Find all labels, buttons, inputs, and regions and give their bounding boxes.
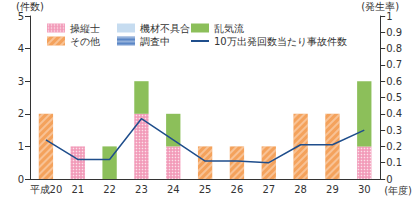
- svg-text:26: 26: [231, 184, 244, 195]
- svg-text:24: 24: [167, 184, 180, 195]
- svg-text:その他: その他: [70, 36, 100, 47]
- svg-text:0.2: 0.2: [386, 141, 402, 152]
- svg-text:0: 0: [18, 174, 24, 185]
- svg-text:0.4: 0.4: [386, 108, 402, 119]
- svg-text:4: 4: [18, 43, 24, 54]
- svg-text:0.7: 0.7: [386, 59, 402, 70]
- svg-text:25: 25: [199, 184, 212, 195]
- svg-text:23: 23: [135, 184, 148, 195]
- svg-text:2: 2: [18, 108, 24, 119]
- svg-text:0.1: 0.1: [386, 157, 402, 168]
- svg-text:(年度): (年度): [384, 185, 412, 196]
- svg-text:28: 28: [294, 184, 307, 195]
- svg-text:0.5: 0.5: [386, 92, 402, 103]
- svg-text:1: 1: [386, 11, 392, 22]
- svg-text:(発生率): (発生率): [361, 1, 399, 12]
- svg-text:21: 21: [71, 184, 84, 195]
- svg-text:調査中: 調査中: [140, 36, 170, 47]
- svg-text:0.8: 0.8: [386, 43, 402, 54]
- svg-text:30: 30: [358, 184, 371, 195]
- svg-text:機材不具合: 機材不具合: [140, 23, 190, 34]
- svg-text:乱気流: 乱気流: [214, 23, 244, 34]
- svg-text:5: 5: [18, 11, 24, 22]
- svg-text:0.9: 0.9: [386, 27, 402, 38]
- svg-text:3: 3: [18, 76, 24, 87]
- svg-text:22: 22: [103, 184, 116, 195]
- svg-text:10万出発回数当たり事故件数: 10万出発回数当たり事故件数: [214, 36, 347, 47]
- svg-text:0.3: 0.3: [386, 125, 402, 136]
- svg-text:操縦士: 操縦士: [70, 23, 100, 34]
- svg-text:0.6: 0.6: [386, 76, 402, 87]
- svg-text:27: 27: [262, 184, 275, 195]
- svg-text:29: 29: [326, 184, 339, 195]
- svg-text:0: 0: [386, 174, 392, 185]
- svg-text:1: 1: [18, 141, 24, 152]
- svg-text:平成20: 平成20: [30, 184, 63, 195]
- svg-text:(件数): (件数): [16, 0, 44, 12]
